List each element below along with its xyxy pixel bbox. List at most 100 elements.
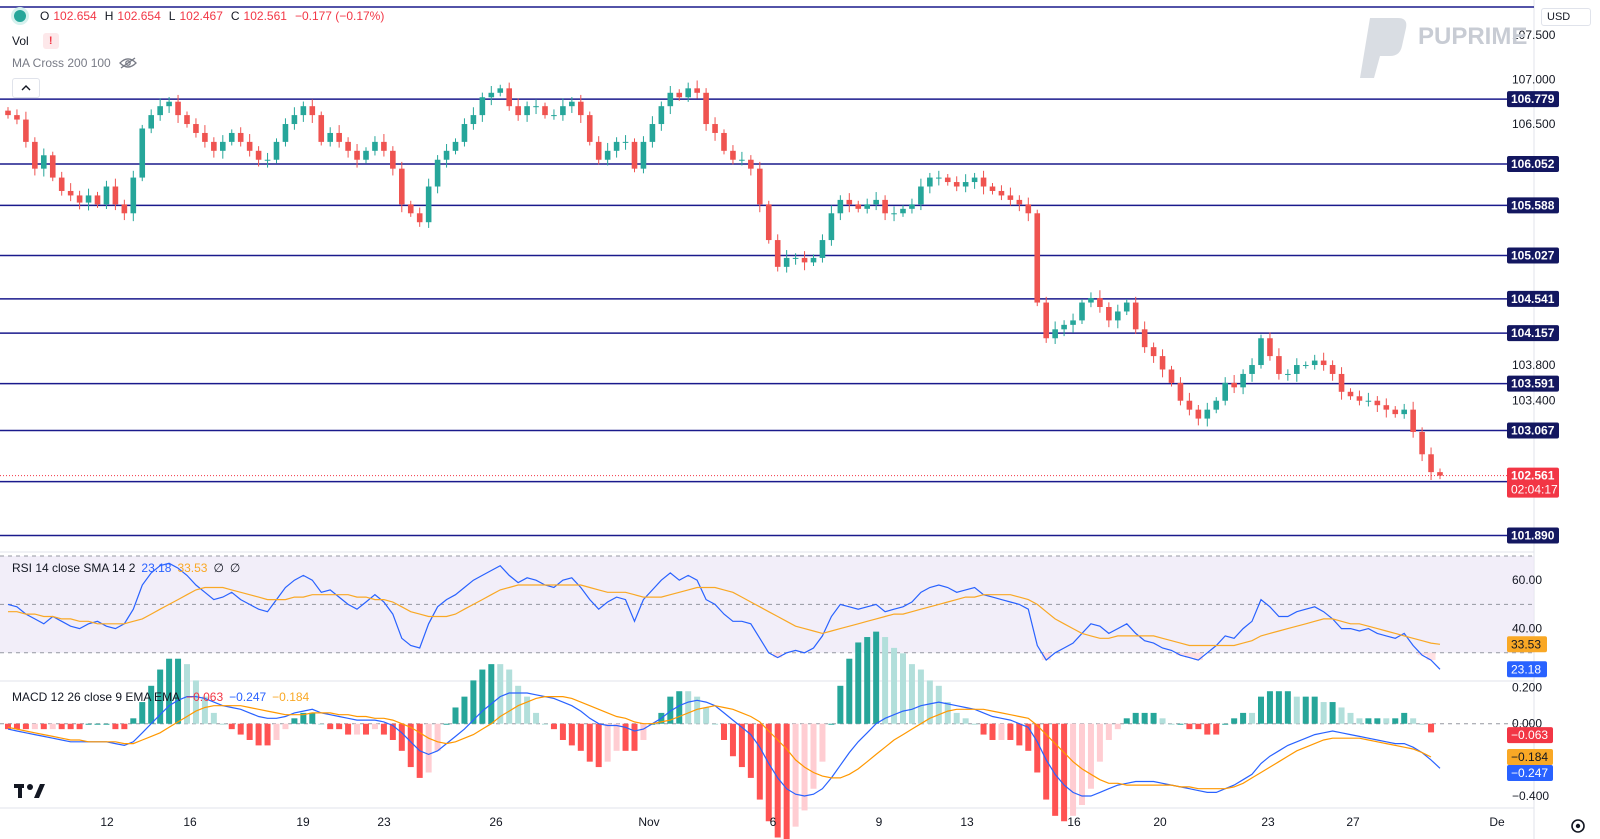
time-tick-label: De: [1489, 815, 1505, 829]
candle: [390, 146, 396, 176]
rsi-label: RSI 14 close SMA 14 2: [12, 561, 136, 575]
candle: [282, 118, 289, 147]
candle: [1115, 304, 1121, 329]
macd-signal-tag: [1507, 748, 1553, 765]
time-axis: 12 16 19 23 26 Nov 6 9 13 16 20 23 27 De: [100, 815, 1505, 829]
candle: [461, 118, 468, 147]
macd-hist-bar: [846, 658, 853, 724]
level-tag: [1507, 156, 1559, 173]
candle: [1294, 358, 1300, 382]
candle: [927, 172, 933, 194]
logo-text: PUPRIME: [1418, 23, 1527, 50]
currency-selector[interactable]: USD: [1541, 8, 1591, 26]
candle: [1347, 388, 1354, 400]
macd-hist-bar: [318, 723, 325, 725]
macd-hist-bar: [712, 723, 719, 725]
macd-hist-bar: [953, 712, 960, 724]
macd-hist-bar: [309, 712, 316, 724]
ohlc-legend: O 102.654 H 102.654 L 102.467 C 102.561 −0.1…: [14, 9, 384, 23]
macd-hist-bar: [1320, 702, 1327, 724]
time-tick-label: 27: [1346, 815, 1360, 829]
level-tag-label: 104.541: [1511, 292, 1555, 306]
macd-hist-bar: [1150, 712, 1157, 724]
candle: [220, 135, 226, 159]
candle: [962, 174, 969, 193]
level-tag-label: 103.067: [1511, 423, 1555, 437]
time-tick-label: 12: [100, 815, 114, 829]
level-tag-label: 104.157: [1511, 326, 1555, 340]
macd-hist-bar: [184, 664, 190, 724]
currency-label: USD: [1547, 11, 1571, 23]
vol-legend[interactable]: Vol !: [12, 33, 59, 49]
macd-hist-bar: [837, 685, 844, 724]
level-tag: [1507, 527, 1559, 544]
candle: [944, 174, 951, 186]
macd-lines: [7, 692, 1441, 797]
candle: [551, 109, 557, 120]
macd-hist-bar: [407, 723, 414, 768]
price-tick-label: 107.000: [1512, 72, 1556, 86]
candle: [757, 161, 763, 213]
macd-hist-bar: [1249, 712, 1256, 724]
candle: [363, 147, 369, 164]
price-axis: 107.500 107.000 106.500 103.800 103.400 106.7…: [1507, 28, 1559, 803]
candle: [533, 99, 539, 115]
settings-gear-icon[interactable]: [1571, 819, 1585, 833]
macd-hist-bar: [219, 723, 226, 725]
candles: [5, 80, 1443, 480]
rsi-oversold-fill: [1426, 652, 1436, 661]
macd-hist-bar: [1132, 712, 1139, 724]
candle: [560, 98, 566, 121]
candle: [336, 125, 342, 148]
macd-hist-bar: [533, 712, 540, 724]
level-tag: [1507, 91, 1559, 108]
candle: [658, 101, 665, 131]
macd-hist-bar: [175, 658, 182, 724]
vol-label: Vol: [12, 34, 29, 48]
macd-hist-bar: [1168, 723, 1175, 725]
macd-hist-bar: [685, 691, 692, 724]
macd-hist-bar: [622, 723, 629, 751]
candle: [67, 183, 74, 202]
candle: [1285, 369, 1291, 381]
level-tag-label: 103.591: [1511, 377, 1555, 391]
macd-hist-bar: [398, 723, 405, 751]
candle: [76, 190, 83, 210]
macd-hist-bar: [864, 637, 871, 724]
time-tick-label: Nov: [638, 815, 659, 829]
price-tick-label: 103.800: [1512, 358, 1556, 372]
macd-hist-bar: [515, 685, 522, 724]
macd-hist-bar: [1311, 696, 1318, 724]
warning-icon[interactable]: !: [42, 33, 59, 49]
candle: [703, 88, 709, 131]
candle: [300, 101, 307, 122]
macd-tick-label: 0.200: [1512, 681, 1542, 695]
candle: [1141, 321, 1148, 353]
level-tag-label: 101.890: [1511, 529, 1555, 543]
candle: [1079, 298, 1085, 324]
collapse-legend-button[interactable]: [12, 78, 40, 98]
macd-hist-bar: [345, 723, 352, 735]
price-tick-label: 106.500: [1512, 117, 1556, 131]
macd-hist-bar: [1034, 723, 1041, 773]
macd-hist-bar: [434, 723, 441, 751]
rsi-sma-value: 33.53: [177, 561, 208, 575]
candle: [846, 193, 853, 213]
candle: [479, 92, 486, 122]
candle: [23, 111, 29, 148]
macd-hist-bar: [1222, 723, 1229, 725]
macd-hist-bar: [1204, 723, 1211, 735]
ma-legend[interactable]: MA Cross 200 100: [12, 56, 137, 70]
candle: [909, 198, 915, 214]
time-tick-label: 16: [183, 815, 197, 829]
macd-legend[interactable]: MACD 12 26 close 9 EMA EMA −0.063 −0.247…: [12, 690, 309, 704]
macd-line-tag: [1507, 764, 1553, 781]
macd-hist-bar: [1114, 723, 1121, 730]
macd-hist-bar: [1213, 723, 1220, 735]
candle: [1437, 468, 1443, 480]
candle: [246, 134, 253, 157]
rsi-legend[interactable]: RSI 14 close SMA 14 2 23.18 33.53 ∅ ∅: [12, 561, 240, 575]
tradingview-logo-icon[interactable]: [14, 784, 45, 798]
eye-hidden-icon[interactable]: [118, 57, 137, 69]
